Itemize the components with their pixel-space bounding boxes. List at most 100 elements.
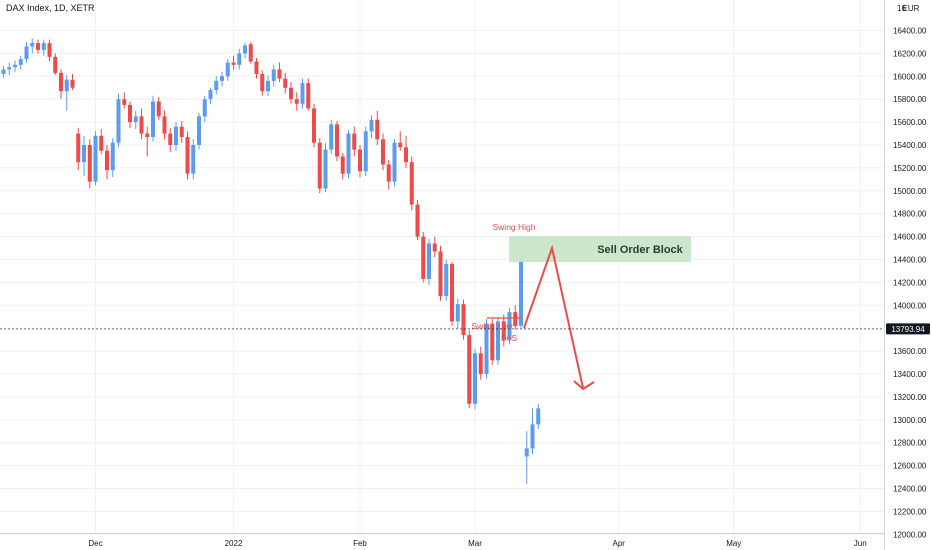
candle-body <box>87 145 92 182</box>
last-price-tag: 13793.94 <box>886 323 930 335</box>
candle <box>185 131 190 180</box>
candle-body <box>243 45 247 54</box>
candle-body <box>185 136 190 174</box>
candle-body <box>294 99 299 104</box>
candle-body <box>133 116 138 123</box>
candle-body <box>122 99 127 105</box>
candle-body <box>47 43 52 57</box>
candle <box>289 82 293 104</box>
candle <box>24 41 29 63</box>
y-tick-label: 16200.00 <box>893 49 927 58</box>
candle <box>47 39 52 62</box>
candle-body <box>105 150 109 171</box>
candle <box>93 131 98 186</box>
x-tick-label: May <box>726 539 741 548</box>
projection-arrow-path <box>523 244 584 389</box>
candle-body <box>36 43 40 50</box>
x-tick-label: Dec <box>88 539 102 548</box>
candle <box>225 59 230 81</box>
candle <box>18 55 23 70</box>
candle-body <box>277 69 282 79</box>
candle-body <box>490 323 495 361</box>
candle <box>162 110 167 140</box>
candle-body <box>197 116 201 145</box>
candle-body <box>260 74 265 92</box>
candle <box>87 139 92 189</box>
candle-body <box>501 321 506 340</box>
candle <box>208 87 213 104</box>
y-tick-label: 12600.00 <box>893 462 927 471</box>
candle <box>340 153 345 180</box>
bos-label: BoS <box>501 333 517 343</box>
arrow-head-icon <box>573 380 595 391</box>
y-tick-label: 15000.00 <box>893 187 927 196</box>
candle <box>202 95 207 123</box>
y-tick-label: 13600.00 <box>893 347 927 356</box>
candle-body <box>220 76 224 81</box>
candle-body <box>151 101 155 137</box>
candle <box>306 78 311 111</box>
candle <box>300 78 305 109</box>
candle <box>110 138 115 178</box>
candle <box>415 199 420 241</box>
last-price-value: 13793.94 <box>891 325 925 334</box>
candle-body <box>59 72 63 92</box>
candle-body <box>271 69 276 81</box>
y-tick-label: 12000.00 <box>893 530 927 539</box>
candle-body <box>358 149 362 172</box>
candle-body <box>438 251 443 297</box>
candle <box>191 139 196 180</box>
candle <box>168 127 173 152</box>
candle-body <box>300 83 305 104</box>
candle <box>358 145 362 178</box>
candle <box>524 431 529 484</box>
candle-body <box>346 133 351 174</box>
candle <box>254 57 259 79</box>
candle <box>312 103 316 148</box>
y-tick-label: 15200.00 <box>893 164 927 173</box>
x-tick-label: Apr <box>613 539 626 548</box>
candle <box>13 60 17 72</box>
candle <box>151 95 155 142</box>
candle <box>271 64 276 87</box>
candle <box>41 39 46 56</box>
candle <box>133 110 138 129</box>
candle <box>294 92 299 111</box>
candle <box>99 128 104 155</box>
candle-body <box>507 312 512 340</box>
candle-body <box>7 67 12 70</box>
candle <box>438 245 443 301</box>
candle <box>64 75 69 111</box>
candle <box>128 101 132 128</box>
candle-body <box>266 80 270 92</box>
time-axis[interactable]: Dec2022FebMarAprMayJunJulAug <box>0 533 932 549</box>
candle-body <box>421 236 426 279</box>
price-axis[interactable]: 12000.00 12200.00 12400.00 12600.00 12800.00… <box>884 0 927 550</box>
candle <box>283 72 288 94</box>
candle <box>82 135 86 176</box>
candle-body <box>404 147 408 163</box>
y-tick-label: 12400.00 <box>893 485 927 494</box>
chart-grid <box>0 0 884 535</box>
candle <box>513 305 518 330</box>
candle-body <box>128 104 132 123</box>
candle-body <box>369 119 374 132</box>
candle <box>369 115 374 139</box>
swing-low-label: Swing Low <box>471 321 513 331</box>
candle <box>174 122 178 151</box>
candle <box>444 259 449 301</box>
candle-body <box>248 44 253 62</box>
candle-body <box>289 87 293 100</box>
candle-body <box>53 56 58 73</box>
candle-body <box>116 99 121 143</box>
candle-body <box>352 133 357 150</box>
candle <box>122 92 127 109</box>
x-tick-label: Feb <box>353 539 367 548</box>
candle-body <box>467 335 472 404</box>
sell-order-block-zone[interactable] <box>509 236 691 262</box>
candle-body <box>237 53 242 65</box>
candle-body <box>225 62 230 77</box>
candle <box>248 41 253 64</box>
y-tick-label: 14400.00 <box>893 256 927 265</box>
